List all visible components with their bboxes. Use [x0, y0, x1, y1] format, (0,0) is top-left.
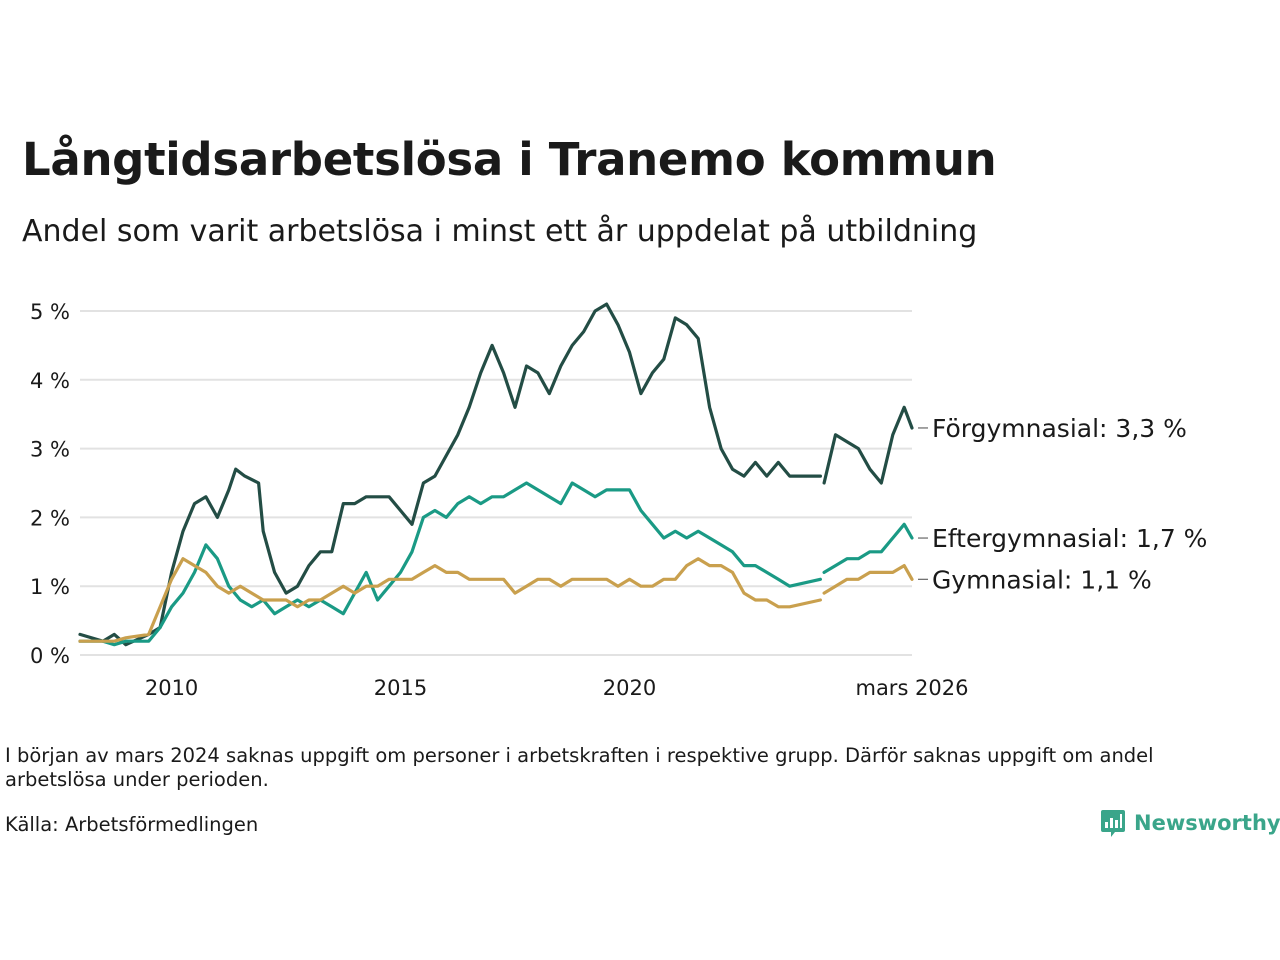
brand-name: Newsworthy: [1134, 811, 1280, 835]
y-tick-label: 1 %: [30, 575, 70, 599]
series-end-label: Gymnasial: 1,1 %: [932, 565, 1152, 594]
grid-lines: [80, 310, 912, 656]
series-end-label: Förgymnasial: 3,3 %: [932, 414, 1187, 443]
x-tick-label: 2015: [374, 676, 427, 700]
series-labels: Förgymnasial: 3,3 % Eftergymnasial: 1,7 %…: [918, 414, 1207, 594]
y-tick-label: 3 %: [30, 438, 70, 462]
series-line-gymnasial: [78, 557, 914, 643]
y-tick-label: 0 %: [30, 644, 70, 668]
series-end-label: Eftergymnasial: 1,7 %: [932, 524, 1207, 553]
x-tick-label: 2010: [145, 676, 198, 700]
chart-subtitle: Andel som varit arbetslösa i minst ett å…: [22, 214, 978, 249]
x-tick-label: 2020: [603, 676, 656, 700]
footnote: I början av mars 2024 saknas uppgift om …: [5, 744, 1154, 791]
line-chart: 0 % 1 % 2 % 3 % 4 % 5 % 2010 2015 2020 mars 2026…: [30, 300, 1207, 700]
series-lines: [78, 302, 914, 647]
y-tick-label: 5 %: [30, 300, 70, 324]
newsworthy-logo: Newsworthy: [1100, 808, 1280, 838]
y-tick-label: 4 %: [30, 369, 70, 393]
x-axis: 2010 2015 2020 mars 2026: [145, 676, 969, 700]
y-axis: 0 % 1 % 2 % 3 % 4 % 5 %: [30, 300, 70, 668]
bar-chart-icon: [1101, 810, 1125, 837]
y-tick-label: 2 %: [30, 506, 70, 530]
source-text: Källa: Arbetsförmedlingen: [5, 813, 259, 836]
series-line-förgymnasial: [78, 302, 914, 647]
chart-title: Långtidsarbetslösa i Tranemo kommun: [22, 133, 997, 186]
x-tick-label: mars 2026: [855, 676, 968, 700]
series-line-eftergymnasial: [78, 481, 914, 647]
